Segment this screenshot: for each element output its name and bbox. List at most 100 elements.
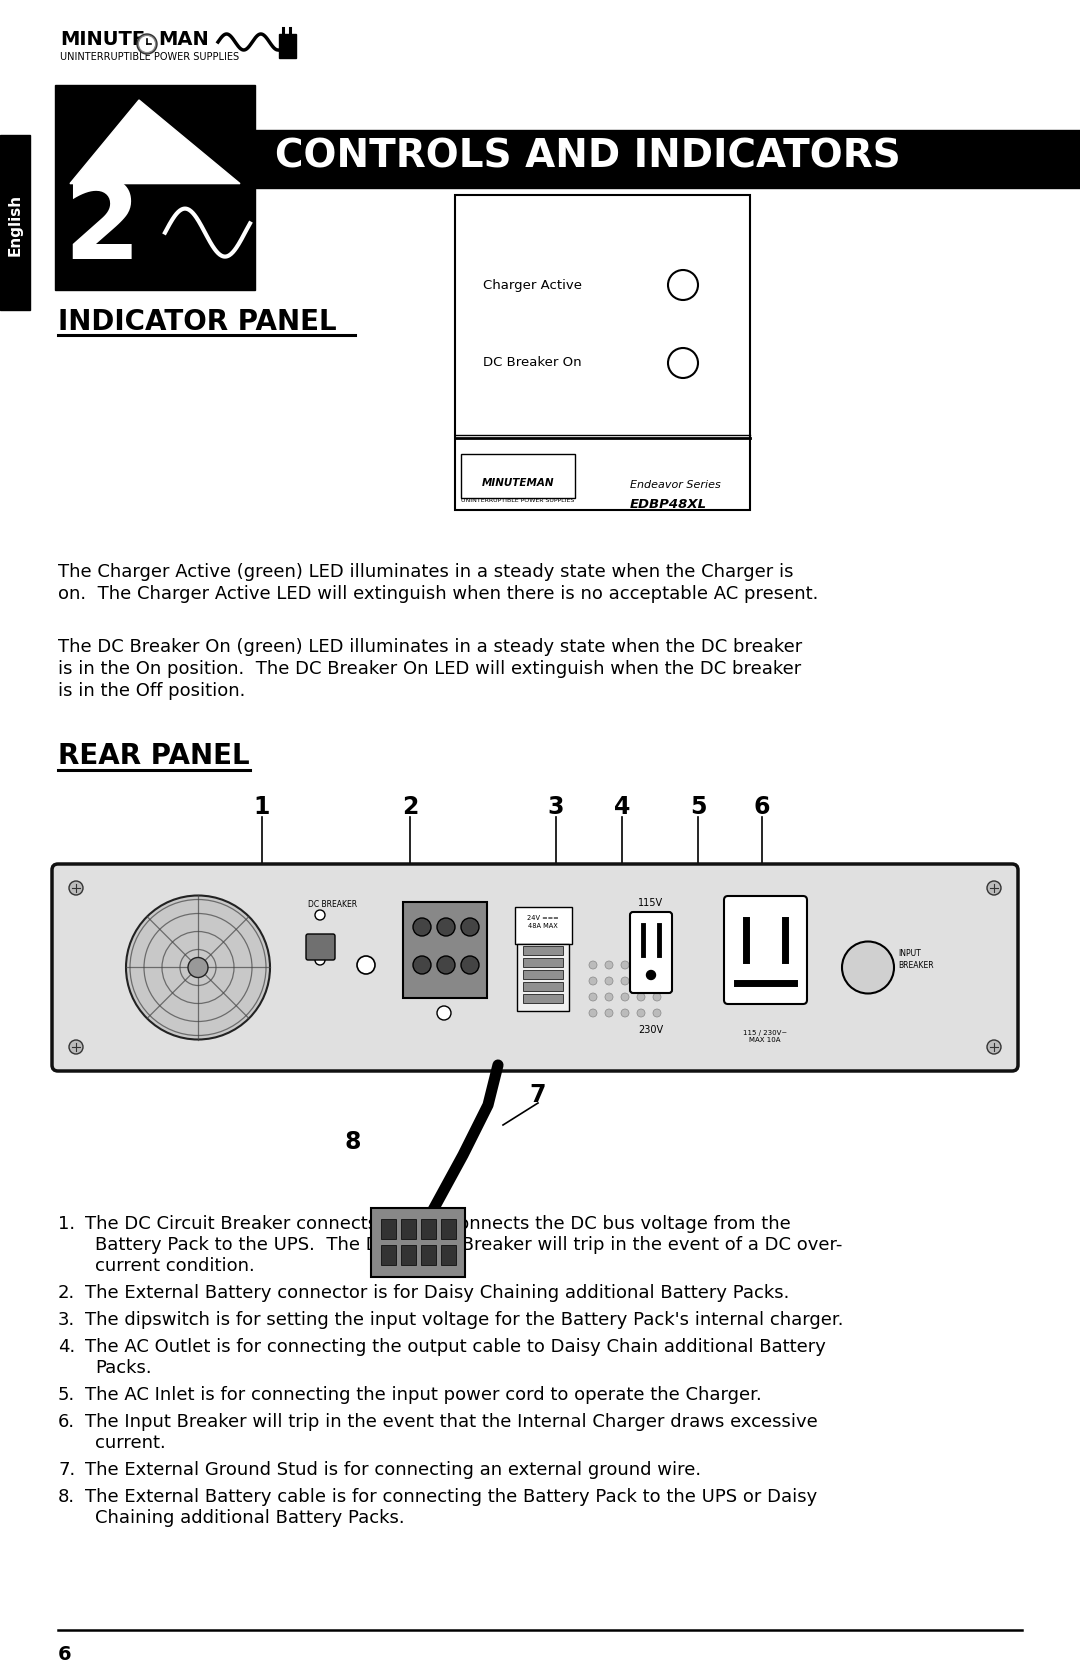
Text: English: English [8, 194, 23, 255]
Text: 6: 6 [58, 1646, 71, 1664]
Circle shape [987, 881, 1001, 895]
Circle shape [669, 270, 698, 300]
FancyBboxPatch shape [630, 911, 672, 993]
Text: 230V: 230V [638, 1025, 663, 1035]
Text: 24V ===
48A MAX: 24V === 48A MAX [527, 915, 558, 928]
Text: UNINTERRUPTIBLE POWER SUPPLIES: UNINTERRUPTIBLE POWER SUPPLIES [461, 497, 575, 502]
Circle shape [357, 956, 375, 975]
Circle shape [621, 961, 629, 970]
Circle shape [605, 976, 613, 985]
Text: INDICATOR PANEL: INDICATOR PANEL [58, 309, 337, 335]
Text: 4.: 4. [58, 1339, 76, 1355]
Circle shape [437, 1006, 451, 1020]
Text: 115 / 230V~
MAX 10A: 115 / 230V~ MAX 10A [743, 1030, 787, 1043]
FancyBboxPatch shape [372, 1208, 465, 1277]
Circle shape [437, 918, 455, 936]
Circle shape [605, 961, 613, 970]
Circle shape [188, 958, 208, 978]
Circle shape [621, 993, 629, 1001]
Circle shape [589, 961, 597, 970]
Text: 3: 3 [548, 794, 564, 819]
Text: Charger Active: Charger Active [483, 279, 582, 292]
Text: INPUT
BREAKER: INPUT BREAKER [897, 950, 933, 970]
FancyBboxPatch shape [279, 33, 296, 58]
Text: The External Ground Stud is for connecting an external ground wire.: The External Ground Stud is for connecti… [85, 1460, 701, 1479]
FancyBboxPatch shape [523, 958, 563, 966]
Text: 1: 1 [254, 794, 270, 819]
FancyBboxPatch shape [461, 454, 575, 497]
FancyBboxPatch shape [0, 135, 30, 310]
FancyBboxPatch shape [523, 981, 563, 991]
Text: UNINTERRUPTIBLE POWER SUPPLIES: UNINTERRUPTIBLE POWER SUPPLIES [60, 52, 239, 62]
Text: 1.: 1. [58, 1215, 76, 1233]
Text: 8: 8 [345, 1130, 361, 1153]
FancyBboxPatch shape [401, 1218, 416, 1238]
Text: MINUTE: MINUTE [60, 30, 145, 48]
Text: The External Battery connector is for Daisy Chaining additional Battery Packs.: The External Battery connector is for Da… [85, 1283, 789, 1302]
Text: current.: current. [95, 1434, 165, 1452]
Circle shape [69, 881, 83, 895]
Text: 7: 7 [530, 1083, 546, 1107]
FancyBboxPatch shape [55, 85, 255, 290]
Text: Packs.: Packs. [95, 1359, 151, 1377]
Circle shape [637, 961, 645, 970]
Text: The dipswitch is for setting the input voltage for the Battery Pack's internal c: The dipswitch is for setting the input v… [85, 1312, 843, 1329]
Circle shape [589, 993, 597, 1001]
FancyBboxPatch shape [381, 1218, 396, 1238]
FancyBboxPatch shape [441, 1245, 456, 1265]
Text: 8.: 8. [58, 1489, 76, 1505]
Text: DC BREAKER: DC BREAKER [308, 900, 357, 910]
FancyBboxPatch shape [724, 896, 807, 1005]
Circle shape [69, 1040, 83, 1055]
Text: 5: 5 [690, 794, 706, 819]
Text: The External Battery cable is for connecting the Battery Pack to the UPS or Dais: The External Battery cable is for connec… [85, 1489, 818, 1505]
FancyBboxPatch shape [381, 1245, 396, 1265]
Circle shape [461, 956, 480, 975]
Text: current condition.: current condition. [95, 1257, 255, 1275]
Circle shape [653, 976, 661, 985]
Circle shape [589, 976, 597, 985]
FancyBboxPatch shape [306, 935, 335, 960]
FancyBboxPatch shape [523, 970, 563, 980]
Circle shape [621, 976, 629, 985]
Text: DC Breaker On: DC Breaker On [483, 357, 582, 369]
FancyBboxPatch shape [523, 946, 563, 955]
Circle shape [413, 956, 431, 975]
Text: CONTROLS AND INDICATORS: CONTROLS AND INDICATORS [275, 139, 901, 175]
Circle shape [315, 910, 325, 920]
Circle shape [647, 970, 656, 980]
Text: The DC Circuit Breaker connects and disconnects the DC bus voltage from the: The DC Circuit Breaker connects and disc… [85, 1215, 791, 1233]
Circle shape [413, 918, 431, 936]
Text: REAR PANEL: REAR PANEL [58, 743, 249, 769]
Text: Battery Pack to the UPS.  The DC Circuit Breaker will trip in the event of a DC : Battery Pack to the UPS. The DC Circuit … [95, 1237, 842, 1253]
Text: is in the Off position.: is in the Off position. [58, 683, 245, 699]
Circle shape [137, 33, 157, 53]
Text: 2.: 2. [58, 1283, 76, 1302]
Text: EDBP48XL: EDBP48XL [630, 497, 707, 511]
FancyBboxPatch shape [455, 195, 750, 511]
Text: 115V: 115V [638, 898, 663, 908]
Circle shape [653, 961, 661, 970]
Circle shape [315, 955, 325, 965]
Text: The AC Inlet is for connecting the input power cord to operate the Charger.: The AC Inlet is for connecting the input… [85, 1385, 761, 1404]
Circle shape [842, 941, 894, 993]
Circle shape [126, 896, 270, 1040]
FancyBboxPatch shape [517, 945, 569, 1011]
Circle shape [669, 349, 698, 377]
FancyBboxPatch shape [441, 1218, 456, 1238]
Circle shape [461, 918, 480, 936]
Circle shape [637, 1010, 645, 1016]
Circle shape [621, 1010, 629, 1016]
FancyBboxPatch shape [403, 901, 487, 998]
Circle shape [139, 37, 156, 52]
Polygon shape [70, 100, 240, 184]
Circle shape [605, 1010, 613, 1016]
Text: is in the On position.  The DC Breaker On LED will extinguish when the DC breake: is in the On position. The DC Breaker On… [58, 659, 801, 678]
Text: The Charger Active (green) LED illuminates in a steady state when the Charger is: The Charger Active (green) LED illuminat… [58, 562, 794, 581]
Text: Endeavor Series: Endeavor Series [630, 481, 720, 491]
Circle shape [653, 1010, 661, 1016]
Text: 6.: 6. [58, 1414, 76, 1430]
Text: MINUTEMAN: MINUTEMAN [482, 477, 554, 487]
Circle shape [637, 993, 645, 1001]
Circle shape [653, 993, 661, 1001]
